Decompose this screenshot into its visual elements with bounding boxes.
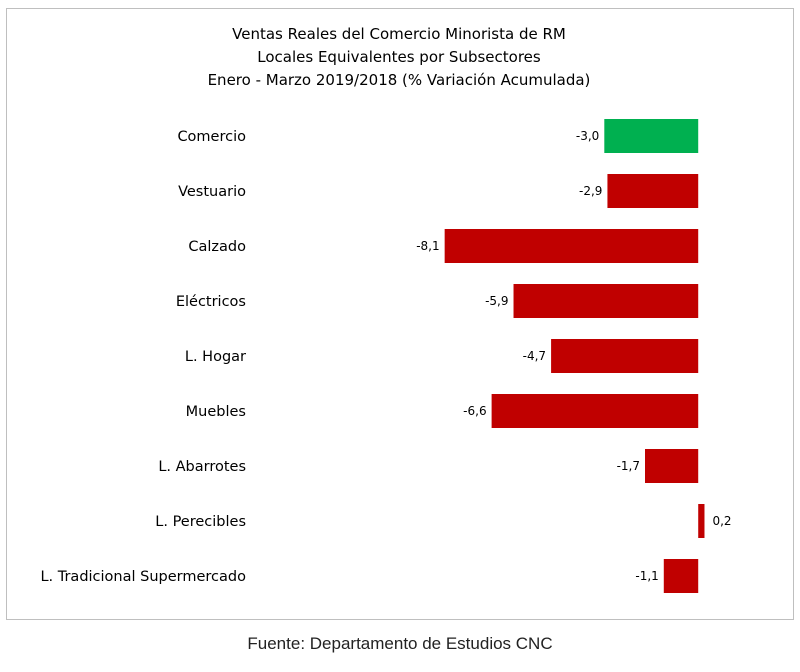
chart-title-line-3: Enero - Marzo 2019/2018 (% Variación Acu… [208,71,591,89]
value-label-1: -2,9 [579,184,602,198]
value-label-0: -3,0 [576,129,599,143]
source-note: Fuente: Departamento de Estudios CNC [247,634,553,653]
bar-7 [698,504,705,538]
category-label-3: Eléctricos [176,294,246,310]
value-labels: -3,0 -2,9 -8,1 -5,9 -4,7 -6,6 -1,7 0,2 -1,1 [416,129,731,583]
value-label-7: 0,2 [712,514,731,528]
bar-2 [444,229,699,263]
value-label-8: -1,1 [635,569,658,583]
category-label-0: Comercio [177,129,246,145]
chart-frame: Ventas Reales del Comercio Minorista de … [6,8,794,620]
category-label-6: L. Abarrotes [158,459,246,475]
value-label-3: -5,9 [485,294,508,308]
category-labels: Comercio Vestuario Calzado Eléctricos L. Hog… [40,129,246,585]
bar-chart: Ventas Reales del Comercio Minorista de … [40,25,732,593]
category-label-4: L. Hogar [185,349,246,365]
bar-8 [663,559,699,593]
bar-5 [491,394,699,428]
value-label-2: -8,1 [416,239,439,253]
bar-3 [513,284,699,318]
bar-4 [551,339,699,373]
category-label-2: Calzado [188,239,246,255]
value-label-4: -4,7 [523,349,546,363]
category-label-5: Muebles [186,404,246,420]
value-label-6: -1,7 [617,459,640,473]
category-label-8: L. Tradicional Supermercado [40,569,246,585]
bar-1 [607,174,699,208]
chart-title-line-1: Ventas Reales del Comercio Minorista de … [232,25,566,43]
chart-title: Ventas Reales del Comercio Minorista de … [208,25,591,89]
bar-0 [604,119,699,153]
chart-title-line-2: Locales Equivalentes por Subsectores [257,48,541,66]
category-label-7: L. Perecibles [155,514,246,530]
bars-group [444,119,705,593]
bar-6 [645,449,699,483]
value-label-5: -6,6 [463,404,486,418]
category-label-1: Vestuario [178,184,246,200]
